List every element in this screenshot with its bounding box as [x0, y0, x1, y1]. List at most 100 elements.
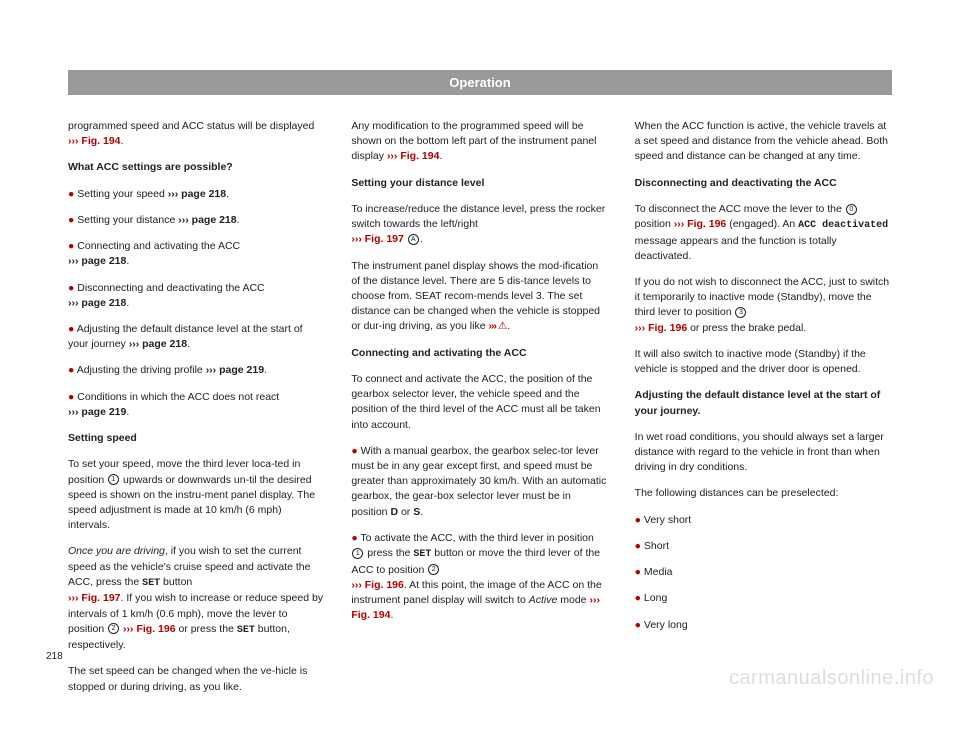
text: .: [126, 255, 129, 267]
page-ref: ››› page 218: [178, 214, 236, 226]
subheading: Disconnecting and deactivating the ACC: [635, 176, 892, 191]
fig-ref: ››› Fig. 194: [387, 150, 440, 162]
button-label: SET: [413, 549, 431, 560]
paragraph: The instrument panel display shows the m…: [351, 259, 608, 335]
circled-number: 2: [108, 623, 119, 634]
bullet-icon: ●: [635, 566, 641, 578]
text: .: [420, 233, 423, 245]
column-3: When the ACC function is active, the veh…: [635, 119, 892, 706]
text: If you do not wish to disconnect the ACC…: [635, 276, 889, 318]
circled-number: 2: [428, 564, 439, 575]
bullet-icon: ●: [635, 619, 641, 631]
circled-number: 1: [352, 548, 363, 559]
button-label: SET: [237, 625, 255, 636]
text: Long: [644, 592, 667, 604]
text: .: [390, 609, 393, 621]
bullet-item: ● Short: [635, 539, 892, 554]
button-label: SET: [142, 578, 160, 589]
bullet-icon: ●: [635, 540, 641, 552]
page-ref: ››› page 218: [68, 297, 126, 309]
paragraph: When the ACC function is active, the veh…: [635, 119, 892, 165]
text: Media: [644, 566, 673, 578]
bullet-item: ● Setting your distance ››› page 218.: [68, 213, 325, 228]
bold-text: D: [390, 506, 398, 518]
circled-letter: A: [408, 234, 419, 245]
subheading: Adjusting the default distance level at …: [635, 388, 892, 418]
fig-ref: ››› Fig. 196: [674, 218, 727, 230]
text: Setting your distance: [77, 214, 178, 226]
text: press the: [364, 547, 413, 559]
text: Setting your speed: [77, 188, 167, 200]
text: or press the brake pedal.: [687, 322, 806, 334]
page-container: Operation programmed speed and ACC statu…: [0, 0, 960, 746]
paragraph: It will also switch to inactive mode (St…: [635, 347, 892, 377]
page-ref: ››› page 218: [129, 338, 187, 350]
text: .: [126, 297, 129, 309]
chevron-ref: ›››: [488, 320, 497, 332]
paragraph: programmed speed and ACC status will be …: [68, 119, 325, 149]
column-2: Any modification to the programmed speed…: [351, 119, 608, 706]
text: mode: [557, 594, 589, 606]
bullet-icon: ●: [68, 240, 74, 252]
fig-ref: ››› Fig. 196: [635, 322, 688, 334]
bullet-icon: ●: [68, 323, 74, 335]
bullet-item: ● Very short: [635, 513, 892, 528]
bullet-icon: ●: [68, 391, 74, 403]
bullet-item: ● Long: [635, 591, 892, 606]
paragraph: Once you are driving, if you wish to set…: [68, 544, 325, 653]
bullet-item: ● With a manual gearbox, the gearbox sel…: [351, 444, 608, 520]
paragraph: To connect and activate the ACC, the pos…: [351, 372, 608, 433]
text: programmed speed and ACC status will be …: [68, 120, 314, 132]
text: message appears and the function is tota…: [635, 235, 837, 262]
circled-number: 0: [846, 204, 857, 215]
bullet-item: ● Conditions in which the ACC does not r…: [68, 390, 325, 420]
paragraph: The following distances can be preselect…: [635, 486, 892, 501]
text: .: [420, 506, 423, 518]
watermark: carmanualsonline.info: [729, 667, 934, 690]
bullet-icon: ●: [68, 214, 74, 226]
fig-ref: ››› Fig. 196: [123, 623, 176, 635]
bullet-item: ● Disconnecting and deactivating the ACC…: [68, 281, 325, 311]
bullet-item: ● Connecting and activating the ACC ››› …: [68, 239, 325, 269]
bullet-item: ● Very long: [635, 618, 892, 633]
fig-ref: ››› Fig. 194: [68, 135, 121, 147]
subheading: Setting speed: [68, 431, 325, 446]
paragraph: To set your speed, move the third lever …: [68, 457, 325, 533]
text: Very short: [644, 514, 691, 526]
bullet-icon: ●: [635, 592, 641, 604]
text: Short: [644, 540, 669, 552]
text: or press the: [176, 623, 237, 635]
italic-text: Active: [529, 594, 558, 606]
circled-number: 1: [108, 474, 119, 485]
page-ref: ››› page 218: [68, 255, 126, 267]
text: To increase/reduce the distance level, p…: [351, 203, 605, 230]
text: .: [237, 214, 240, 226]
text: position: [635, 218, 674, 230]
bullet-icon: ●: [351, 532, 357, 544]
bullet-icon: ●: [68, 282, 74, 294]
text: To disconnect the ACC move the lever to …: [635, 203, 845, 215]
text: Disconnecting and deactivating the ACC: [77, 282, 264, 294]
paragraph: To increase/reduce the distance level, p…: [351, 202, 608, 248]
text: (engaged). An: [726, 218, 798, 230]
text: button: [160, 576, 192, 588]
page-ref: ››› page 219: [68, 406, 126, 418]
text: .: [126, 406, 129, 418]
column-1: programmed speed and ACC status will be …: [68, 119, 325, 706]
text: Adjusting the driving profile: [77, 364, 206, 376]
subheading: What ACC settings are possible?: [68, 160, 325, 175]
bullet-item: ● Adjusting the default distance level a…: [68, 322, 325, 352]
subheading: Setting your distance level: [351, 176, 608, 191]
paragraph: To disconnect the ACC move the lever to …: [635, 202, 892, 264]
subheading: Connecting and activating the ACC: [351, 346, 608, 361]
text: Connecting and activating the ACC: [77, 240, 240, 252]
text: Very long: [644, 619, 688, 631]
text: To activate the ACC, with the third leve…: [360, 532, 593, 544]
paragraph: In wet road conditions, you should alway…: [635, 430, 892, 476]
text: Conditions in which the ACC does not rea…: [77, 391, 279, 403]
mono-text: ACC deactivated: [798, 220, 888, 231]
page-number: 218: [46, 651, 63, 662]
section-header: Operation: [68, 70, 892, 95]
text-columns: programmed speed and ACC status will be …: [68, 119, 892, 706]
fig-ref: ››› Fig. 197: [68, 592, 121, 604]
